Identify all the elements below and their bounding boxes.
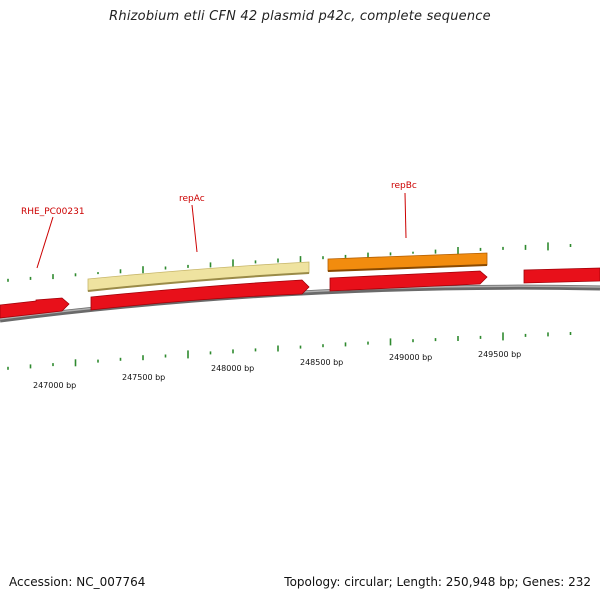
scale-label-247000: 247000 bp	[33, 381, 76, 390]
gene-repAc-leader	[191, 204, 198, 253]
inner-gc-ticks	[7, 332, 572, 370]
gene-RHE_PC00231-label: RHE_PC00231	[21, 207, 85, 217]
scale-label-249500: 249500 bp	[478, 350, 521, 359]
outer-gc-ticks	[7, 242, 572, 282]
gene-repAc-shadow	[87, 272, 310, 292]
gene-repBc-leader	[404, 192, 407, 239]
scale-label-247500: 247500 bp	[122, 373, 165, 382]
scale-label-248000: 248000 bp	[211, 364, 254, 373]
gene-RHE_PC00231-arrow[interactable]	[0, 297, 70, 319]
topology-summary: Topology: circular; Length: 250,948 bp; …	[284, 575, 591, 589]
gene-repBc-label: repBc	[391, 181, 417, 191]
map-title: Rhizobium etli CFN 42 plasmid p42c, comp…	[109, 9, 491, 24]
accession-text: Accession: NC_007764	[9, 575, 146, 589]
gene-repAc-label: repAc	[179, 194, 205, 204]
gene-RHE_PC00231-leader	[36, 216, 54, 269]
gene-repAc-cds-arrow[interactable]	[90, 279, 310, 311]
gene-repBc-shadow	[327, 264, 488, 272]
scale-label-248500: 248500 bp	[300, 358, 343, 367]
gene-right-edge-cds[interactable]	[523, 267, 600, 284]
gene-repBc-cds-arrow[interactable]	[329, 270, 488, 292]
scale-label-249000: 249000 bp	[389, 353, 432, 362]
